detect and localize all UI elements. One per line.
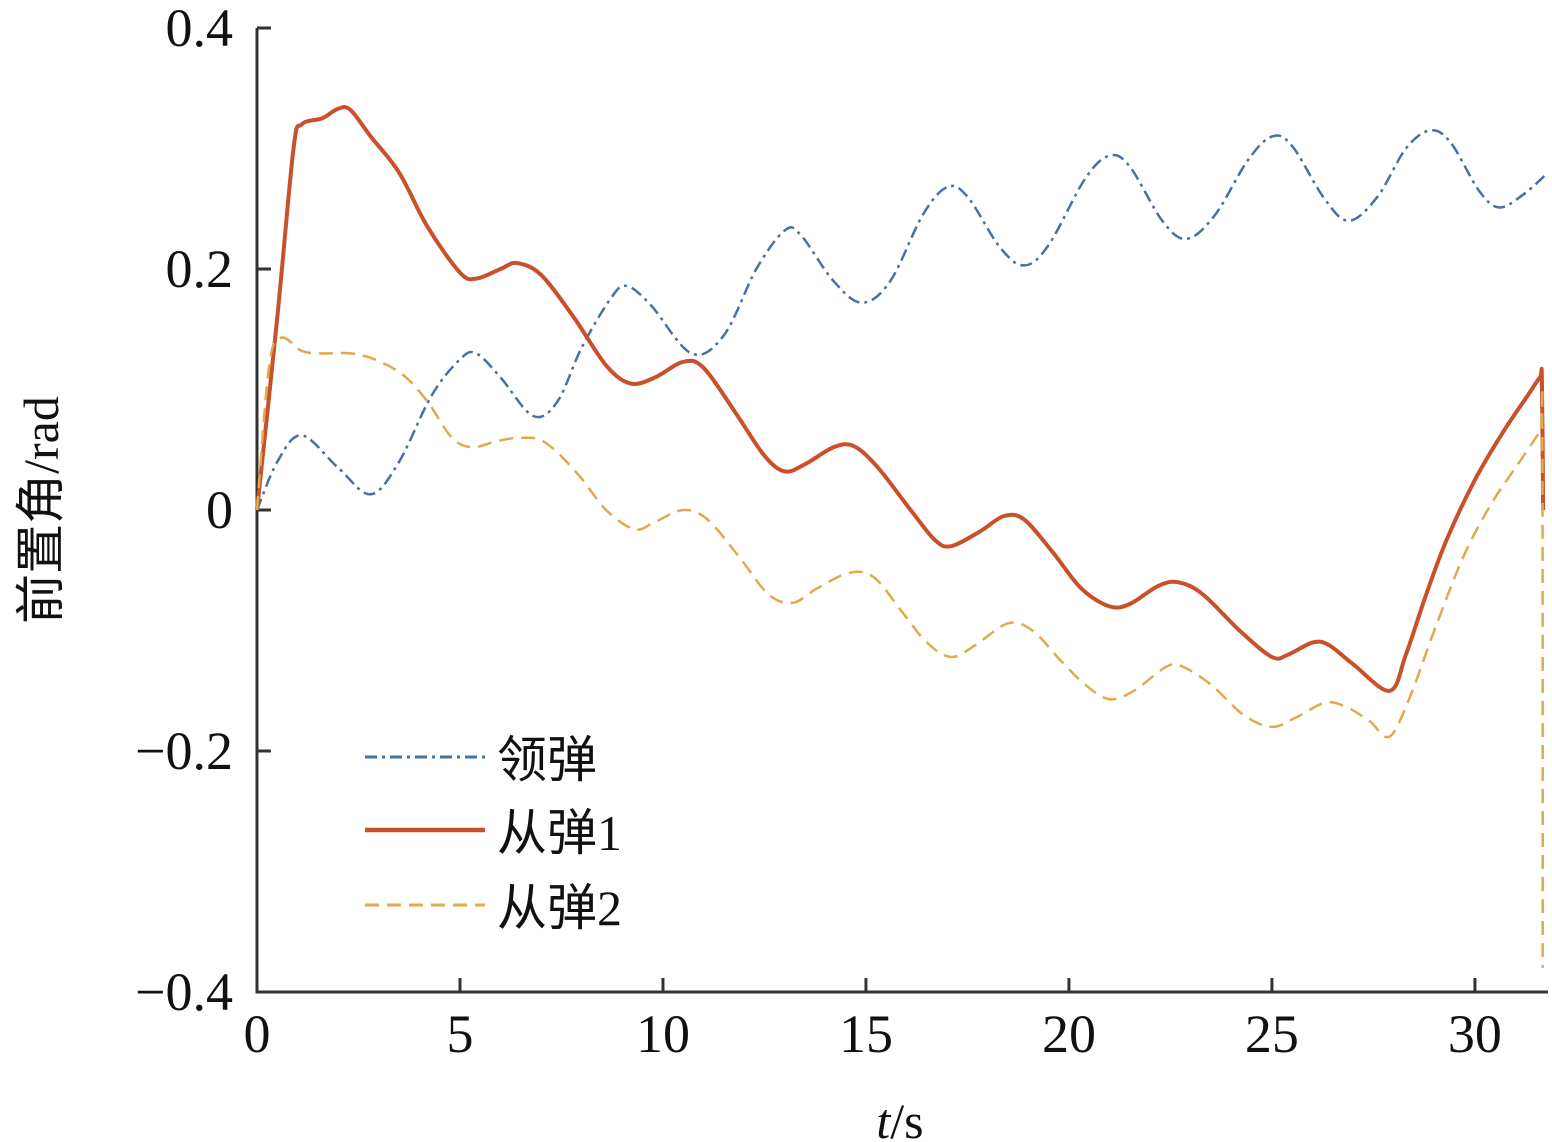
ticks: 0 5 10 15 20 25 30 0.4 0.2 0 −0.2 −0.4 xyxy=(135,0,1502,1064)
legend-label-3: 从弹2 xyxy=(497,880,622,936)
legend-label-2: 从弹1 xyxy=(497,805,622,861)
x-tick-label: 15 xyxy=(839,1004,893,1064)
y-tick-label: 0 xyxy=(206,480,233,540)
x-tick-label: 5 xyxy=(446,1004,473,1064)
legend-label-1: 领弹 xyxy=(497,732,597,788)
x-axis-label: t/s xyxy=(876,1093,923,1142)
y-tick-label: −0.2 xyxy=(135,721,233,781)
x-tick-label: 30 xyxy=(1448,1004,1502,1064)
x-tick-label: 20 xyxy=(1042,1004,1096,1064)
x-tick-label: 25 xyxy=(1245,1004,1299,1064)
x-tick-label: 0 xyxy=(244,1004,271,1064)
y-axis-label: 前置角/rad xyxy=(13,396,69,624)
x-axis-label-italic: t xyxy=(876,1093,891,1142)
y-tick-label: −0.4 xyxy=(135,962,233,1022)
y-tick-label: 0.4 xyxy=(166,0,234,58)
axes xyxy=(255,28,1548,994)
series-lines xyxy=(255,105,1549,968)
series-line-1 xyxy=(255,128,1549,511)
series-line-3 xyxy=(255,336,1544,968)
x-axis-label-unit: /s xyxy=(890,1093,923,1142)
series-line-2 xyxy=(255,105,1546,693)
y-tick-label: 0.2 xyxy=(166,239,234,299)
x-tick-label: 10 xyxy=(636,1004,690,1064)
